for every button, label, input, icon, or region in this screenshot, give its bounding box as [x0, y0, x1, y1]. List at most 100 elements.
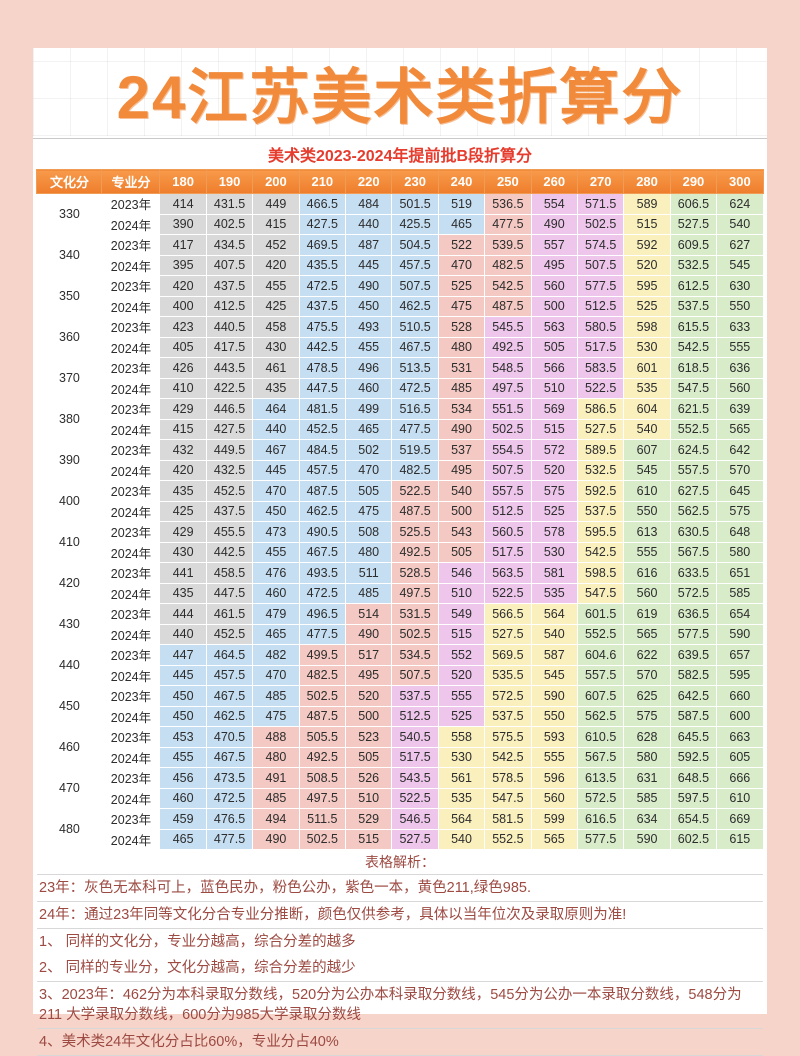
score-cell: 502.5 [484, 418, 532, 440]
table-row: 350 2023年 420 437.5 455 472.5 490 507.5 525 542.5… [36, 275, 764, 317]
score-cell: 464.5 [205, 644, 254, 666]
score-cell: 565 [530, 828, 578, 850]
score-cell: 465 [437, 213, 486, 235]
table-row: 2024年 465 477.5 490 502.5 515 527.5 540 552.5 565… [37, 828, 764, 850]
score-cell: 508.5 [298, 767, 347, 789]
score-cell: 572 [530, 439, 578, 461]
score-cell: 587 [530, 644, 578, 666]
table-row: 420 2023年 441 458.5 476 493.5 511 528.5 546 563.5… [36, 562, 764, 604]
score-cell: 527.5 [484, 623, 532, 645]
score-cell: 593 [530, 726, 578, 748]
score-cell: 582.5 [669, 664, 718, 686]
score-cell: 519.5 [391, 439, 439, 461]
note-line: 24年：通过23年同等文化分合专业分推断，颜色仅供参考，具体以当年位次及录取原则… [37, 902, 763, 929]
score-cell: 490.5 [298, 521, 347, 543]
table-row: 380 2023年 429 446.5 464 481.5 499 516.5 534 551.5… [36, 398, 764, 440]
score-cell: 547.5 [576, 582, 625, 604]
score-cell: 473 [252, 521, 300, 543]
score-cell: 580 [716, 541, 764, 563]
score-cell: 645 [716, 480, 764, 502]
score-cell: 429 [159, 398, 207, 420]
score-cell: 563.5 [484, 562, 532, 584]
score-cell: 481.5 [298, 398, 347, 420]
table-row: 2024年 405 417.5 430 442.5 455 467.5 480 492.5 505… [37, 336, 764, 358]
score-cell: 540 [623, 418, 671, 440]
score-cell: 560 [716, 377, 764, 399]
score-cell: 442.5 [298, 336, 347, 358]
score-cell: 639 [716, 398, 764, 420]
year-cell: 2024年 [101, 213, 161, 235]
poster-page: { "page": { "title": "24江苏美术类折算分", "subt… [33, 48, 767, 1056]
score-cell: 545 [530, 664, 578, 686]
column-header: 210 [298, 169, 347, 194]
score-cell: 517.5 [576, 336, 625, 358]
score-cell: 612.5 [669, 275, 718, 297]
score-cell: 540 [530, 623, 578, 645]
score-cell: 452.5 [298, 418, 347, 440]
score-cell: 467.5 [391, 336, 439, 358]
score-cell: 569 [530, 398, 578, 420]
score-cell: 490 [252, 828, 300, 850]
score-cell: 479 [252, 603, 300, 625]
score-cell: 457.5 [298, 459, 347, 481]
score-cell: 575 [716, 500, 764, 522]
score-cell: 482.5 [298, 664, 347, 686]
score-cell: 420 [159, 459, 207, 481]
score-cell: 567.5 [576, 746, 625, 768]
note-line: 4、美术类24年文化分占比60%，专业分占40% [37, 1029, 763, 1056]
table-row: 2024年 400 412.5 425 437.5 450 462.5 475 487.5 500… [37, 295, 764, 317]
score-cell: 540 [437, 480, 486, 502]
score-cell: 467.5 [298, 541, 347, 563]
score-cell: 550 [530, 705, 578, 727]
score-cell: 657 [716, 644, 764, 666]
score-cell: 449 [252, 193, 300, 215]
score-cell: 447 [159, 644, 207, 666]
score-cell: 449.5 [205, 439, 254, 461]
year-cell: 2024年 [101, 664, 161, 686]
column-header: 180 [159, 169, 207, 194]
score-cell: 610.5 [576, 726, 625, 748]
score-cell: 415 [252, 213, 300, 235]
score-cell: 522.5 [576, 377, 625, 399]
score-cell: 485 [252, 685, 300, 707]
score-cell: 452 [252, 234, 300, 256]
score-cell: 407.5 [205, 254, 254, 276]
score-cell: 565 [716, 418, 764, 440]
score-cell: 613 [623, 521, 671, 543]
column-header: 190 [205, 169, 254, 194]
score-cell: 636.5 [669, 603, 718, 625]
score-cell: 592 [623, 234, 671, 256]
score-cell: 542.5 [484, 275, 532, 297]
culture-score-cell: 340 [36, 234, 103, 276]
year-cell: 2024年 [101, 295, 161, 317]
score-cell: 470 [345, 459, 393, 481]
score-cell: 537.5 [391, 685, 439, 707]
table-row: 430 2023年 444 461.5 479 496.5 514 531.5 549 566.5… [36, 603, 764, 645]
score-cell: 552.5 [669, 418, 718, 440]
score-cell: 615 [716, 828, 764, 850]
score-cell: 520 [530, 459, 578, 481]
score-cell: 616.5 [576, 808, 625, 830]
score-cell: 490 [530, 213, 578, 235]
score-cell: 545 [623, 459, 671, 481]
score-cell: 592.5 [669, 746, 718, 768]
score-cell: 577.5 [669, 623, 718, 645]
score-cell: 536.5 [484, 193, 532, 215]
score-cell: 432 [159, 439, 207, 461]
score-cell: 496 [345, 357, 393, 379]
score-cell: 550 [716, 295, 764, 317]
score-cell: 476 [252, 562, 300, 584]
score-cell: 492.5 [391, 541, 439, 563]
year-cell: 2024年 [101, 377, 161, 399]
notes-heading: 表格解析： [37, 850, 763, 875]
score-cell: 505 [530, 336, 578, 358]
score-cell: 580.5 [576, 316, 625, 338]
score-cell: 642.5 [669, 685, 718, 707]
score-cell: 475 [252, 705, 300, 727]
score-cell: 457.5 [391, 254, 439, 276]
score-cell: 442.5 [205, 541, 254, 563]
score-cell: 552.5 [484, 828, 532, 850]
score-cell: 532.5 [576, 459, 625, 481]
score-cell: 510.5 [391, 316, 439, 338]
year-cell: 2023年 [101, 767, 161, 789]
